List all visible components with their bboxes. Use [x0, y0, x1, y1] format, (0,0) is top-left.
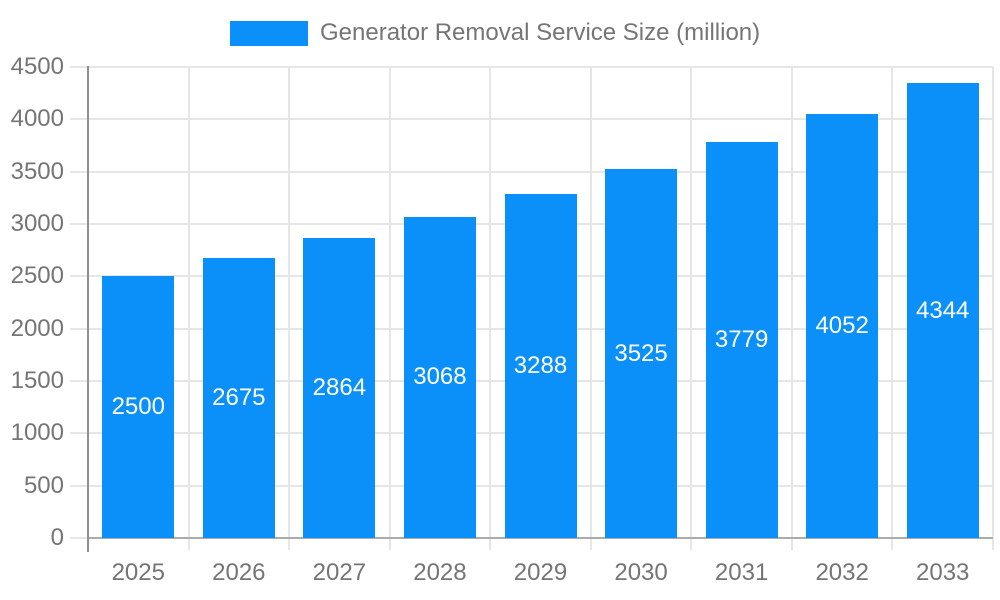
x-axis-line	[88, 537, 993, 539]
x-axis-tick-label: 2032	[815, 559, 869, 586]
y-axis-tick-label: 1000	[10, 419, 64, 447]
bar-value-label: 4052	[815, 311, 869, 339]
x-axis-tick-label: 2029	[513, 559, 568, 586]
bar-value-label: 3525	[614, 339, 668, 367]
bar-2032: 4052	[806, 113, 879, 538]
bar-value-label: 3068	[413, 363, 467, 391]
x-gridline	[790, 67, 793, 550]
bar-value-label: 2864	[312, 374, 367, 402]
y-axis-tick-label: 2500	[10, 262, 64, 290]
y-gridline	[70, 170, 993, 173]
bar-2026: 2675	[202, 258, 275, 538]
bar-value-label: 2675	[212, 384, 266, 411]
y-axis-tick-label: 2000	[10, 314, 64, 342]
legend-swatch	[230, 20, 308, 46]
y-axis-tick-label: 4000	[10, 105, 64, 133]
legend-label: Generator Removal Service Size (million)	[320, 19, 761, 46]
bar-value-label: 3779	[714, 326, 769, 354]
bar-2030: 3525	[605, 169, 678, 538]
y-axis-tick-label: 3000	[10, 210, 64, 237]
x-gridline	[288, 67, 291, 550]
y-axis-tick-label: 0	[50, 524, 64, 551]
y-gridline	[70, 66, 993, 68]
x-axis-tick-label: 2033	[916, 559, 970, 586]
bar-value-label: 4344	[916, 296, 970, 324]
bar-2031: 3779	[705, 142, 778, 538]
x-axis-tick-label: 2025	[111, 559, 165, 586]
x-axis-tick-label: 2030	[614, 559, 668, 586]
x-gridline	[388, 67, 391, 550]
x-gridline	[187, 67, 190, 550]
y-axis-tick-label: 1500	[10, 367, 64, 394]
x-axis-tick-label: 2031	[714, 559, 769, 586]
legend-item[interactable]: Generator Removal Service Size (million)	[230, 18, 760, 48]
y-axis-tick-label: 500	[23, 471, 64, 499]
bar-2025: 2500	[102, 276, 175, 538]
x-gridline	[992, 67, 994, 550]
x-axis-tick-label: 2028	[413, 559, 467, 586]
bar-2033: 4344	[906, 83, 979, 538]
y-gridline	[70, 118, 993, 121]
bar-2027: 2864	[303, 238, 376, 538]
bar-2028: 3068	[403, 216, 476, 538]
y-axis-line	[87, 66, 89, 552]
x-gridline	[891, 67, 894, 550]
bar-value-label: 3288	[513, 351, 568, 379]
x-gridline	[589, 67, 592, 550]
y-axis-tick-label: 3500	[10, 157, 64, 185]
bar-value-label: 2500	[111, 393, 165, 421]
x-axis-tick-label: 2026	[212, 559, 266, 586]
bar-2029: 3288	[504, 193, 577, 538]
x-gridline	[489, 67, 492, 550]
x-gridline	[690, 67, 693, 550]
x-axis-tick-label: 2027	[312, 559, 367, 586]
y-axis-tick-label: 4500	[10, 53, 64, 80]
